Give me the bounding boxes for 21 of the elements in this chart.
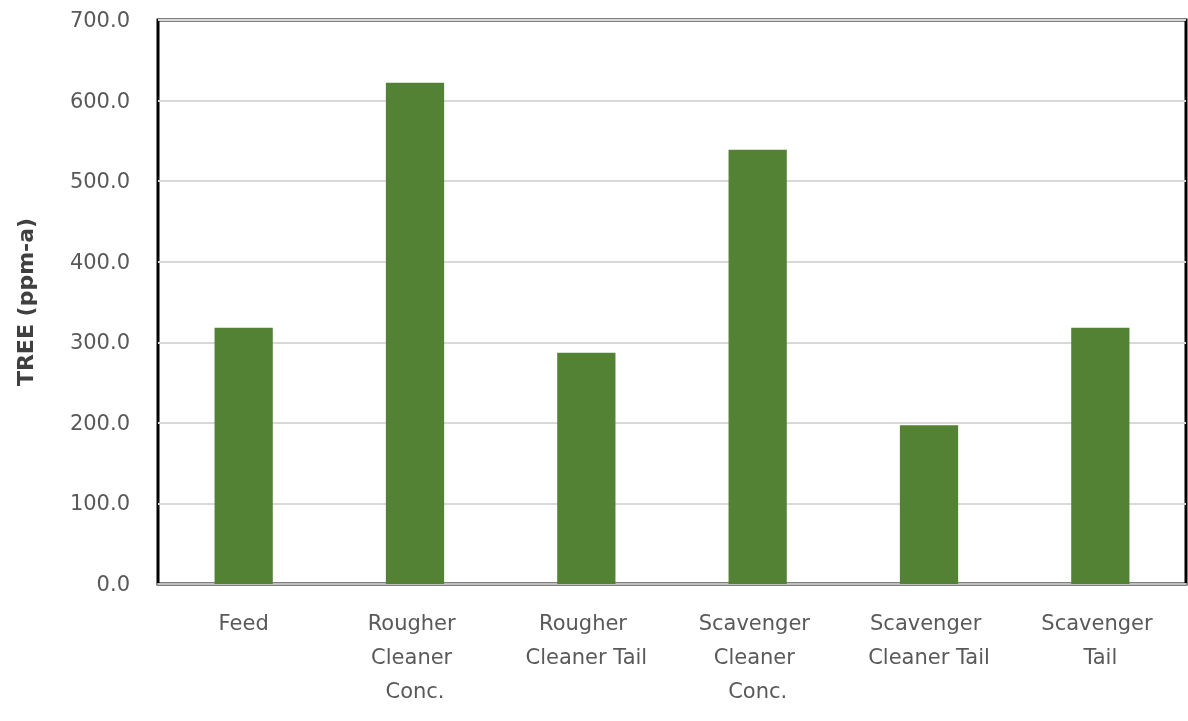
bar <box>385 82 445 584</box>
y-tick-label: 600.0 <box>69 88 130 113</box>
y-tick-label: 300.0 <box>69 330 130 355</box>
x-tick-label: Scavenger Cleaner Conc. <box>698 611 817 703</box>
bar <box>557 352 616 584</box>
y-tick-label: 400.0 <box>69 249 130 274</box>
bar <box>899 425 959 584</box>
x-tick-label: Rougher Cleaner Conc. <box>367 611 463 703</box>
bar <box>728 149 787 584</box>
x-tick-label: Rougher Cleaner Tail <box>525 611 648 669</box>
y-tick-label: 100.0 <box>69 491 130 516</box>
y-tick-label: 200.0 <box>69 410 130 435</box>
bar <box>1071 327 1130 584</box>
y-axis-title: TREE (ppm-a) <box>12 217 38 387</box>
y-tick-label: 500.0 <box>69 169 130 194</box>
bar <box>214 327 273 584</box>
y-tick-label: 700.0 <box>69 8 130 32</box>
x-tick-label: Scavenger Cleaner Tail <box>868 611 990 669</box>
x-tick-label: Scavenger Tail <box>1041 611 1160 669</box>
x-tick-label: Feed <box>218 611 269 635</box>
y-tick-label: 0.0 <box>96 572 130 596</box>
